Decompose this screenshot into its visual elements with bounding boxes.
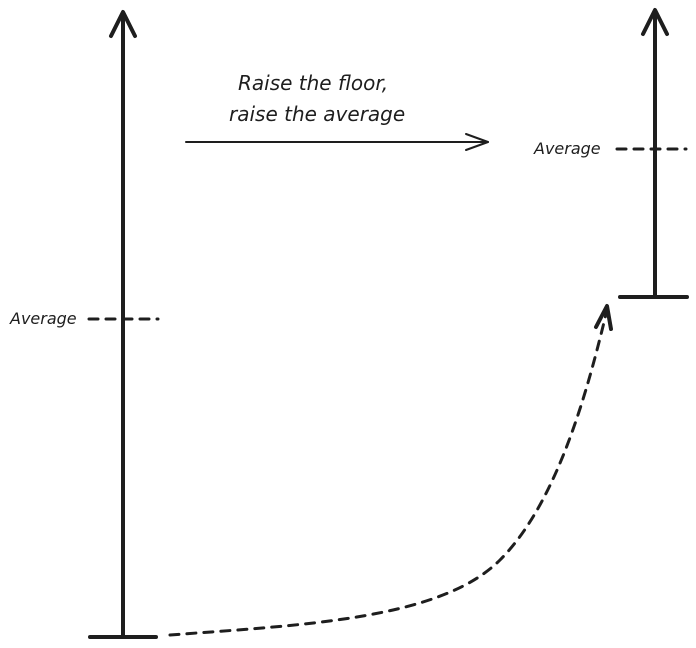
left-up-arrowhead	[109, 10, 137, 38]
caption-line-1: Raise the floor,	[238, 71, 388, 95]
left-range-bar	[88, 10, 158, 639]
left-average-label: Average	[9, 309, 77, 328]
right-arrow-head	[465, 133, 489, 151]
right-up-arrowhead	[641, 8, 669, 36]
caption-line-2: raise the average	[229, 102, 405, 126]
right-average-label: Average	[533, 139, 601, 158]
curve-arrowhead	[594, 304, 613, 331]
right-average-marker: Average	[533, 139, 688, 158]
caption-group: Raise the floor, raise the average	[185, 71, 489, 151]
dashed-curve-path	[168, 308, 609, 637]
floor-raise-curve	[168, 304, 613, 637]
left-average-marker: Average	[9, 309, 160, 328]
right-range-bar	[618, 8, 689, 299]
